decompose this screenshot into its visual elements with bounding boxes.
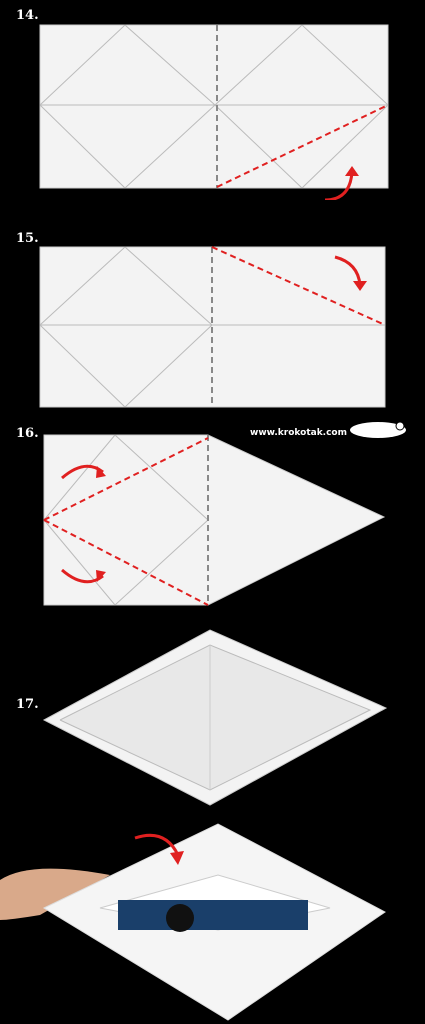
step-16: 16. www.krokotak.com <box>0 420 425 615</box>
step-17-illustration <box>42 629 388 806</box>
hand-icon <box>0 868 110 920</box>
fold-arrow-icon <box>324 171 354 200</box>
step-15: 15. <box>0 225 425 415</box>
step-15-label: 15. <box>16 231 39 246</box>
step-15-illustration <box>39 246 386 408</box>
step-14: 14. <box>0 0 425 200</box>
step-17: 17. <box>0 625 425 815</box>
step-final-illustration <box>0 823 386 1021</box>
step-16-label: 16. <box>16 426 39 441</box>
step-14-label: 14. <box>16 8 39 23</box>
step-final <box>0 820 425 1024</box>
disc-icon <box>118 900 308 930</box>
fold-arrow-icon <box>134 833 180 856</box>
watermark-text: www.krokotak.com <box>250 428 347 438</box>
crocodile-logo-icon <box>350 421 406 438</box>
step-17-label: 17. <box>16 697 39 712</box>
step-16-illustration <box>43 421 406 606</box>
step-14-illustration <box>39 24 389 200</box>
